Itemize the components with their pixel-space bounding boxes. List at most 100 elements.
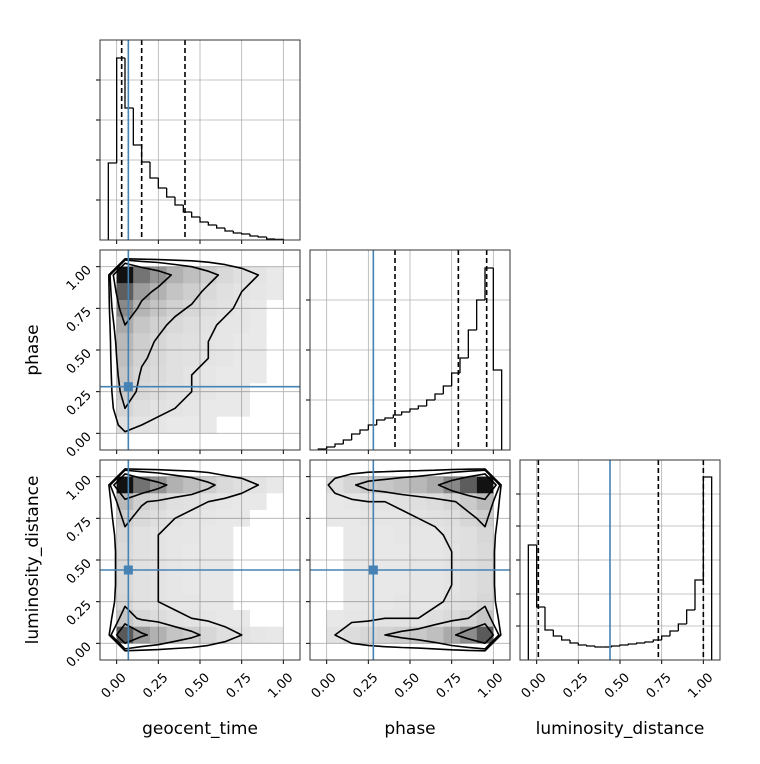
density-cell [216, 400, 234, 417]
y-tick-label: 0.25 [64, 388, 95, 419]
density-cell [133, 316, 150, 334]
density-cell [250, 300, 267, 317]
density-cell [166, 626, 184, 644]
density-cell [266, 283, 284, 300]
density-cell [200, 543, 217, 560]
density-cell [166, 266, 184, 284]
histogram-bin [594, 646, 604, 648]
contour [327, 468, 502, 652]
density-cell [183, 300, 200, 317]
density-cell [200, 383, 217, 400]
density-cell [200, 510, 217, 527]
histogram-bin [434, 393, 444, 400]
x-tick-label: 0.25 [350, 670, 381, 701]
histogram-bin [636, 642, 645, 644]
density-cell [116, 283, 134, 300]
density-cell [183, 416, 200, 434]
histogram-bin [326, 446, 335, 449]
density-cell [476, 510, 494, 527]
density-cell [200, 283, 217, 300]
density-cell [133, 300, 150, 317]
density-cell [150, 626, 167, 644]
density-cell [343, 576, 360, 594]
y-tick-label: 0.50 [64, 346, 95, 377]
density-cell [343, 543, 360, 560]
density-cell [426, 476, 444, 494]
density-cell [410, 476, 427, 494]
density-cell [133, 610, 150, 627]
density-cell [233, 493, 250, 510]
panel-border [99, 249, 301, 451]
density-cell [426, 510, 444, 527]
density-cell [343, 476, 360, 494]
density-cell [116, 593, 134, 610]
density-cell [476, 560, 494, 577]
histogram-bin [116, 57, 125, 163]
density-cell [233, 300, 250, 317]
histogram-bin [224, 228, 234, 232]
histogram-bin [232, 231, 242, 234]
density-cell [216, 366, 234, 384]
density-cell [326, 493, 344, 510]
histogram-bin [351, 433, 360, 440]
histogram-bin [536, 545, 545, 608]
truth-marker [123, 382, 133, 392]
density-cell [443, 593, 460, 610]
histogram-bin [694, 579, 704, 610]
density-cell [476, 476, 494, 494]
density-cell [393, 526, 410, 544]
histogram-bin [166, 188, 175, 198]
y-tick-label: 0.75 [64, 305, 95, 336]
density-cell [443, 626, 460, 644]
density-cell [476, 526, 494, 544]
density-cell [393, 543, 410, 560]
density-cell [360, 626, 377, 644]
density-cell [150, 366, 167, 384]
histogram-bin [527, 544, 537, 660]
histogram-bin [686, 609, 695, 624]
density-cell [166, 543, 184, 560]
density-cell [166, 366, 184, 384]
density-cell [266, 266, 284, 284]
contour [355, 469, 501, 650]
density-cell [116, 333, 134, 350]
density-cell [376, 526, 394, 544]
density-cell [216, 300, 234, 317]
density-cell [216, 560, 234, 577]
density-cell [343, 526, 360, 544]
histogram-bin [124, 58, 134, 109]
histogram-bin [132, 108, 142, 146]
density-cell [360, 610, 377, 627]
density-cell [410, 543, 427, 560]
density-cell [216, 350, 234, 367]
density-cell [183, 493, 200, 510]
x-axis-label: phase [384, 719, 435, 739]
contour [109, 259, 220, 410]
density-cell [200, 416, 217, 434]
density-cell [166, 526, 184, 544]
histogram-bin [207, 222, 217, 226]
panel [96, 250, 300, 454]
density-cell [233, 400, 250, 417]
density-cell [233, 366, 250, 384]
density-cell [360, 543, 377, 560]
histogram-bin [367, 424, 377, 430]
density-cell [250, 316, 267, 334]
panel-border [309, 249, 511, 451]
density-cell [150, 283, 167, 300]
density-cell [183, 266, 200, 284]
density-cell [360, 593, 377, 610]
histogram-bin [442, 385, 452, 394]
truth-marker [368, 565, 378, 575]
density-cell [150, 316, 167, 334]
density-cell [166, 283, 184, 300]
density-cell [150, 400, 167, 417]
histogram-bin [376, 419, 385, 425]
density-cell [183, 316, 200, 334]
density-cell [200, 593, 217, 610]
density-cell [183, 510, 200, 527]
histogram-bin [586, 645, 595, 647]
density-cell [216, 383, 234, 400]
density-cell [200, 576, 217, 594]
